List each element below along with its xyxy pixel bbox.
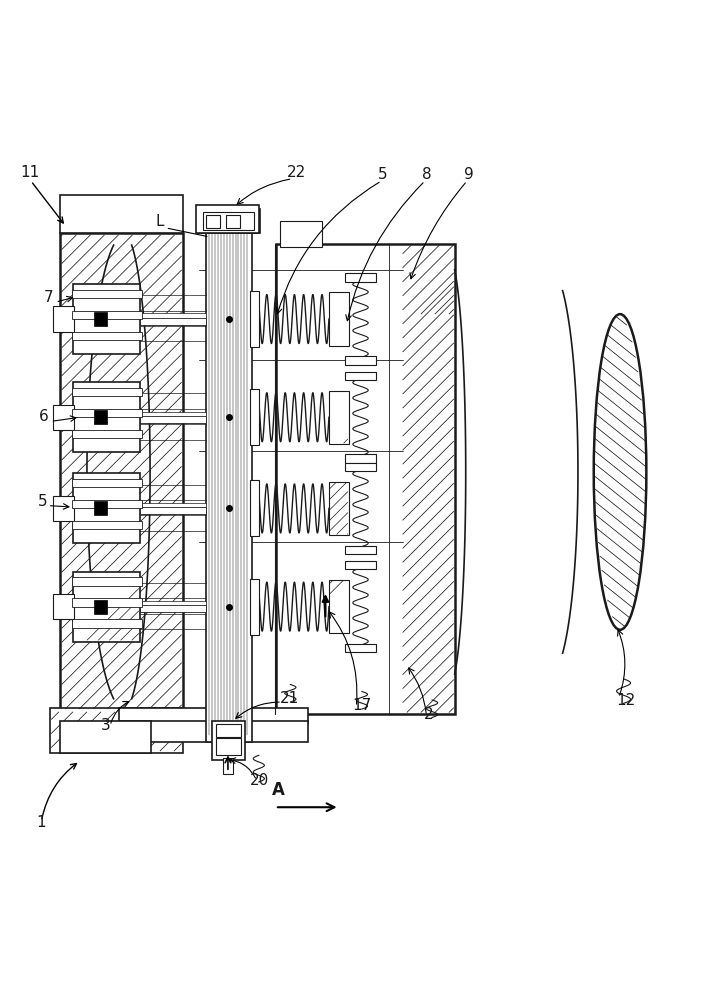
Bar [210, 217, 248, 223]
Bar [71, 521, 141, 529]
Bar [250, 579, 259, 635]
Bar [250, 291, 259, 347]
Bar [53, 594, 74, 619]
Bar [94, 501, 107, 515]
Bar [49, 708, 183, 753]
Bar [71, 598, 141, 607]
Text: 2: 2 [423, 707, 433, 722]
Bar [60, 195, 183, 233]
Bar [53, 405, 74, 430]
Bar [71, 409, 141, 417]
Bar [198, 209, 259, 233]
Bar [73, 473, 140, 543]
Bar [73, 284, 140, 354]
Bar [280, 221, 322, 247]
Bar [140, 318, 206, 325]
Bar [94, 600, 107, 614]
Bar [71, 388, 141, 396]
Text: A: A [272, 781, 285, 799]
Bar [71, 577, 141, 586]
Bar [73, 382, 140, 452]
Bar [140, 412, 206, 416]
Bar [196, 205, 259, 233]
Bar [345, 356, 376, 365]
Text: 20: 20 [250, 773, 269, 788]
Text: 6: 6 [40, 409, 49, 424]
Bar [71, 290, 141, 298]
Bar [53, 496, 74, 521]
Bar [71, 311, 141, 319]
Bar [140, 503, 206, 507]
Text: 1: 1 [37, 815, 46, 830]
Bar [94, 410, 107, 424]
Bar [345, 561, 376, 569]
Bar [212, 721, 245, 760]
Bar [71, 500, 141, 508]
Bar [345, 546, 376, 554]
Bar [216, 724, 241, 737]
Bar [329, 580, 349, 633]
Text: 3: 3 [101, 718, 111, 733]
Text: 11: 11 [21, 165, 40, 180]
Bar [206, 219, 252, 742]
Bar [226, 215, 240, 228]
Bar [53, 306, 74, 332]
Bar [119, 721, 308, 742]
Bar [345, 454, 376, 463]
Text: L: L [156, 214, 164, 229]
Bar [71, 619, 141, 628]
Text: 5: 5 [378, 167, 387, 182]
Bar [140, 313, 206, 318]
Text: 5: 5 [38, 494, 47, 509]
Text: 7: 7 [43, 290, 53, 305]
Bar [140, 416, 206, 423]
Bar [140, 601, 206, 605]
Bar [119, 708, 308, 723]
Bar [223, 758, 233, 774]
Bar [250, 389, 259, 445]
Bar [140, 507, 206, 514]
Bar [60, 721, 151, 753]
Bar [345, 463, 376, 471]
Bar [204, 212, 254, 230]
Bar [345, 644, 376, 652]
Bar [140, 605, 206, 612]
Text: 12: 12 [617, 693, 636, 708]
Bar [345, 372, 376, 380]
Bar [71, 479, 141, 487]
Text: 8: 8 [422, 167, 432, 182]
Bar [206, 215, 220, 228]
Bar [73, 572, 140, 642]
Bar [216, 738, 241, 755]
Bar [329, 391, 349, 444]
Bar [329, 482, 349, 535]
Bar [329, 292, 349, 346]
Bar [71, 332, 141, 340]
Text: 9: 9 [464, 167, 474, 182]
Text: 22: 22 [287, 165, 306, 180]
Bar [250, 480, 259, 536]
Text: 21: 21 [280, 691, 299, 706]
Bar [71, 430, 141, 438]
Bar [60, 233, 183, 710]
Text: 17: 17 [352, 698, 371, 713]
Bar [276, 244, 455, 714]
Bar [345, 273, 376, 282]
Bar [94, 312, 107, 326]
Ellipse shape [594, 314, 646, 630]
